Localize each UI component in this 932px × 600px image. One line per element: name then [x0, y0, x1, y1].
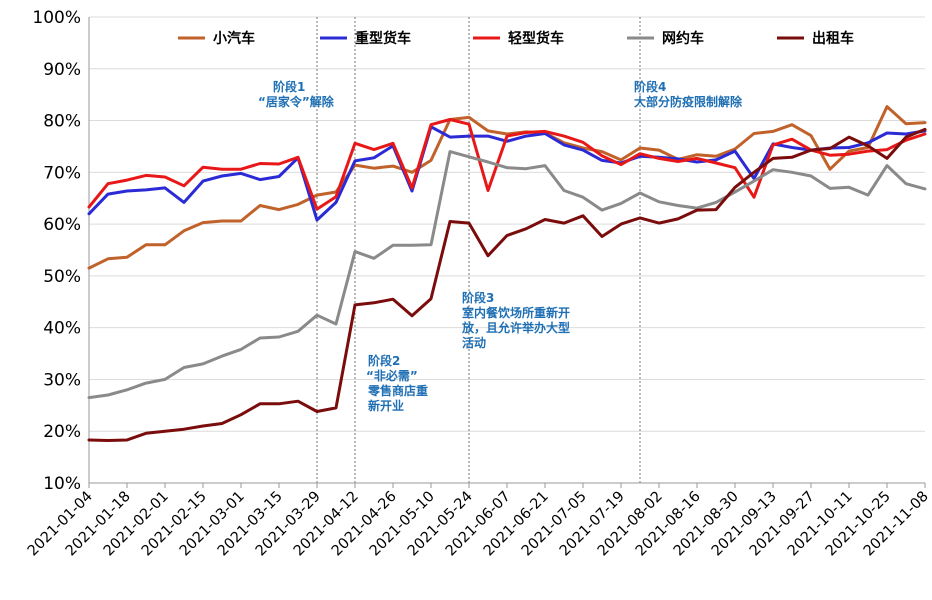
y-tick-label: 60%: [43, 215, 81, 235]
x-tick-label: 2021-01-04: [25, 489, 96, 560]
phase-annotation-line: 活动: [462, 335, 486, 350]
phase-annotation-line: “非必需”: [366, 368, 418, 383]
y-tick-label: 20%: [43, 422, 81, 442]
y-tick-label: 90%: [43, 60, 81, 80]
x-axis-ticks: 2021-01-042021-01-182021-02-012021-02-15…: [25, 483, 932, 559]
phase-annotation-line: “居家令”解除: [258, 94, 335, 109]
phase-dividers: [316, 17, 641, 483]
y-tick-label: 30%: [43, 370, 81, 390]
series-line: [87, 118, 927, 211]
legend-label: 网约车: [662, 30, 704, 47]
series-line: [87, 127, 927, 442]
y-tick-label: 10%: [43, 474, 81, 494]
y-tick-label: 50%: [43, 267, 81, 287]
phase-annotation-line: 新开业: [368, 398, 404, 413]
phase-annotation-line: 室内餐饮场所重新开: [462, 305, 570, 320]
phase-annotation-line: 放，且允许举办大型: [461, 320, 570, 335]
axes: [88, 17, 925, 484]
y-tick-label: 100%: [32, 8, 81, 28]
phase-annotation-line: 零售商店重: [367, 383, 428, 398]
phase-annotation-line: 阶段3: [462, 290, 494, 305]
series-line: [87, 105, 927, 270]
legend-label: 出租车: [812, 30, 854, 47]
y-tick-label: 40%: [43, 319, 81, 339]
legend: 小汽车 重型货车 轻型货车 网约车 出租车: [178, 30, 854, 47]
legend-label: 小汽车: [213, 30, 255, 47]
series-lines: [87, 105, 927, 442]
phase-annotation-line: 大部分防疫限制解除: [634, 94, 743, 109]
y-tick-label: 70%: [43, 163, 81, 183]
series-line: [87, 150, 927, 400]
phase-annotation-line: 阶段4: [634, 79, 666, 94]
y-axis-ticks: 10% 20% 30% 40% 50% 60% 70% 80% 90% 100%: [32, 8, 81, 494]
legend-label: 轻型货车: [508, 30, 564, 47]
legend-label: 重型货车: [355, 30, 411, 47]
y-tick-label: 80%: [43, 112, 81, 132]
phase-annotation-line: 阶段2: [368, 353, 400, 368]
series-line: [87, 125, 927, 222]
phase-annotation-line: 阶段1: [273, 79, 305, 94]
gridlines: [89, 16, 925, 432]
